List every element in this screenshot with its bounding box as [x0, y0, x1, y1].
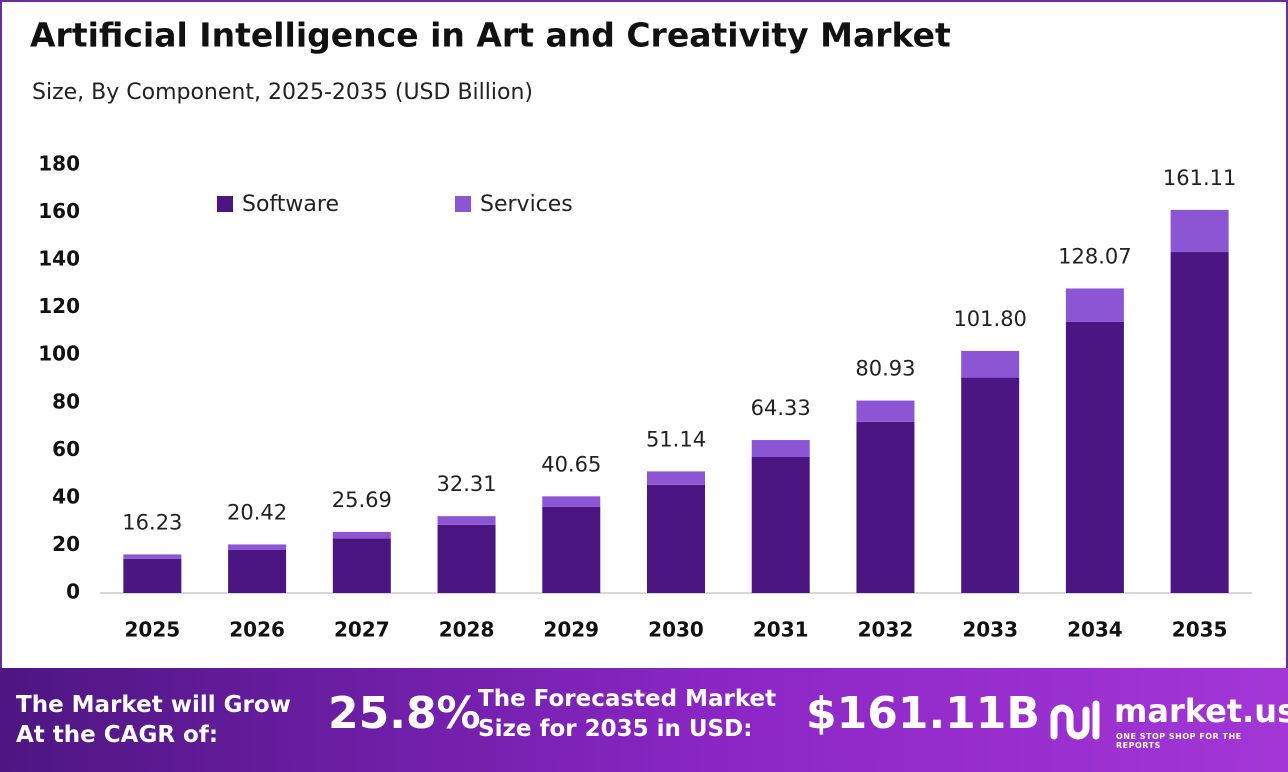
bar-segment — [1170, 209, 1229, 253]
total-label: 40.65 — [541, 452, 601, 476]
x-tick-label: 2032 — [858, 618, 914, 642]
bar-segment — [1170, 252, 1229, 593]
bar-segment — [437, 516, 496, 525]
brand: market.us — [1114, 692, 1288, 730]
x-tick-label: 2034 — [1067, 618, 1123, 642]
forecast-line: Size for 2035 in USD: — [478, 716, 753, 742]
bar-segment — [123, 558, 182, 593]
frame — [0, 0, 1288, 668]
y-tick-label: 80 — [52, 389, 80, 413]
x-tick-label: 2029 — [543, 618, 599, 642]
cagr-value: 25.8% — [328, 688, 481, 739]
y-tick-label: 60 — [52, 437, 80, 461]
bar-segment — [647, 484, 705, 593]
y-tick-label: 0 — [66, 580, 80, 604]
cagr-text: The Market will Grow At the CAGR of: — [16, 690, 291, 750]
bar-segment — [1065, 288, 1124, 322]
y-tick-label: 140 — [38, 247, 80, 271]
y-tick-label: 40 — [52, 484, 80, 508]
bar-segment — [123, 554, 182, 559]
total-label: 16.23 — [122, 510, 182, 534]
x-tick-label: 2030 — [648, 618, 704, 642]
x-tick-label: 2026 — [229, 618, 285, 642]
x-tick-label: 2028 — [439, 618, 495, 642]
legend-swatch — [455, 196, 471, 212]
x-tick-label: 2027 — [334, 618, 390, 642]
y-tick-label: 100 — [38, 342, 80, 366]
bar-segment — [751, 456, 810, 593]
bar-segment — [647, 471, 705, 485]
chart: Artificial Intelligence in Art and Creat… — [0, 0, 1288, 668]
bar-segment — [751, 440, 810, 457]
legend-label: Services — [480, 192, 573, 217]
bar-segment — [437, 524, 496, 593]
bar-segment — [1065, 321, 1124, 593]
total-label: 64.33 — [751, 396, 811, 420]
bar-segment — [856, 400, 915, 422]
total-label: 20.42 — [227, 500, 287, 524]
brand-logo — [1050, 700, 1100, 740]
bar-segment — [332, 531, 391, 539]
bar-segment — [228, 544, 287, 550]
bar-segment — [961, 377, 1020, 593]
total-label: 51.14 — [646, 427, 706, 451]
legend-swatch — [217, 196, 233, 212]
footer-banner: The Market will Grow At the CAGR of: 25.… — [0, 668, 1288, 772]
total-label: 80.93 — [855, 357, 915, 381]
chart-subtitle: Size, By Component, 2025-2035 (USD Billi… — [32, 80, 533, 105]
legend-label: Software — [242, 192, 339, 217]
x-tick-label: 2035 — [1172, 618, 1228, 642]
total-label: 25.69 — [332, 488, 392, 512]
forecast-line: The Forecasted Market — [478, 686, 777, 712]
cagr-line: The Market will Grow — [16, 692, 291, 718]
total-label: 128.07 — [1058, 244, 1131, 268]
y-tick-label: 180 — [38, 152, 80, 176]
bar-segment — [542, 496, 601, 507]
bar-segment — [542, 506, 601, 593]
forecast-text: The Forecasted Market Size for 2035 in U… — [478, 684, 776, 744]
y-tick-label: 160 — [38, 199, 80, 223]
total-label: 101.80 — [953, 307, 1026, 331]
chart-title: Artificial Intelligence in Art and Creat… — [30, 16, 951, 55]
x-tick-label: 2031 — [753, 618, 809, 642]
cagr-line: At the CAGR of: — [16, 722, 219, 748]
total-label: 32.31 — [436, 472, 496, 496]
bar-segment — [228, 549, 287, 593]
y-tick-label: 20 — [52, 532, 80, 556]
y-tick-label: 120 — [38, 294, 80, 318]
forecast-value: $161.11B — [806, 688, 1040, 739]
x-tick-label: 2033 — [962, 618, 1018, 642]
bar-segment — [332, 538, 391, 593]
x-tick-label: 2025 — [125, 618, 181, 642]
total-label: 161.11 — [1163, 166, 1236, 190]
bar-segment — [856, 421, 915, 593]
bar-segment — [961, 350, 1020, 378]
tagline: ONE STOP SHOP FOR THE REPORTS — [1116, 732, 1242, 750]
